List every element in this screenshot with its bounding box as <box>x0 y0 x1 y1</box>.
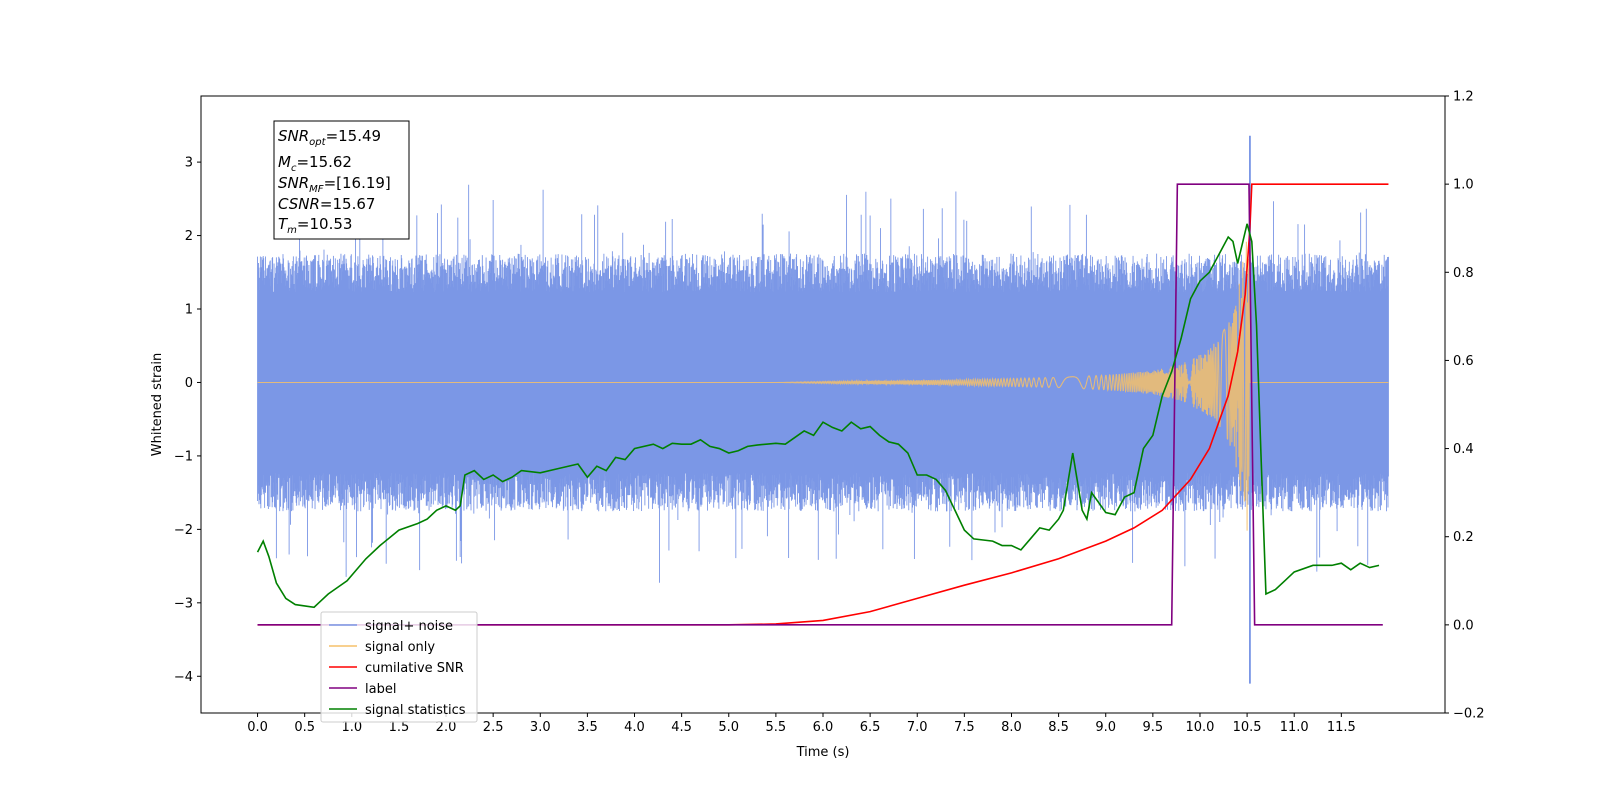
series-cumilative-snr <box>257 183 1389 626</box>
y-axis-label: Whitened strain <box>150 353 165 456</box>
x-tick-label: 1.5 <box>389 720 410 735</box>
svg-text:label: label <box>365 682 396 697</box>
y-tick-label: −1 <box>174 449 193 464</box>
annotation-box: SNRopt=15.49 Mc=15.62 SNRMF=[16.19] CSNR… <box>273 120 410 240</box>
svg-text:cumilative SNR: cumilative SNR <box>365 661 464 676</box>
y2-tick-label: 0.2 <box>1453 530 1474 545</box>
legend-item-signal-noise: signal+ noise <box>329 619 453 634</box>
x-tick-label: 4.0 <box>624 720 645 735</box>
x-tick-label: 5.0 <box>718 720 739 735</box>
x-tick-label: 1.0 <box>341 720 362 735</box>
x-tick-label: 11.0 <box>1280 720 1309 735</box>
svg-text:signal statistics: signal statistics <box>365 703 466 718</box>
y-tick-label: 2 <box>185 229 193 244</box>
series-signal-statistics <box>256 223 1380 609</box>
legend-item-signal-statistics: signal statistics <box>329 703 466 718</box>
series-signal-only <box>257 227 1389 531</box>
y2-tick-label: 1.0 <box>1453 178 1474 193</box>
y-tick-label: −3 <box>174 596 193 611</box>
annotation-tm: Tm=10.53 <box>278 215 352 236</box>
y2-tick-label: 0.8 <box>1453 266 1474 281</box>
x-tick-label: 7.5 <box>954 720 975 735</box>
series-label <box>257 183 1383 626</box>
axes: 0.0 0.5 1.0 1.5 2.0 2.5 3.0 3.5 4.0 4.5 5.0 5.5 6.0 6… <box>150 90 1485 761</box>
x-tick-label: 10.0 <box>1185 720 1214 735</box>
x-tick-label: 4.5 <box>671 720 692 735</box>
plot-area <box>256 135 1389 684</box>
y2-tick-label: 1.2 <box>1453 90 1474 105</box>
legend: signal+ noise signal only cumilative SNR… <box>320 611 478 723</box>
y-tick-label: 3 <box>185 156 193 171</box>
y-tick-label: −4 <box>174 670 193 685</box>
x-tick-label: 6.5 <box>860 720 881 735</box>
y-tick-label: 1 <box>185 303 193 318</box>
x-tick-label: 2.5 <box>483 720 504 735</box>
x-tick-label: 3.0 <box>530 720 551 735</box>
svg-text:signal only: signal only <box>365 640 435 655</box>
x-tick-label: 9.0 <box>1095 720 1116 735</box>
x-tick-label: 3.5 <box>577 720 598 735</box>
series-signal-noise <box>257 135 1389 684</box>
annotation-csnr: CSNR=15.67 <box>278 195 375 213</box>
x-tick-label: 9.5 <box>1143 720 1164 735</box>
y-tick-label: 0 <box>185 376 193 391</box>
annotation-snr-opt: SNRopt=15.49 <box>278 127 381 148</box>
x-tick-label: 2.0 <box>436 720 457 735</box>
x-tick-label: 10.5 <box>1233 720 1262 735</box>
y2-tick-label: 0.6 <box>1453 354 1474 369</box>
annotation-mc: Mc=15.62 <box>278 153 352 174</box>
x-tick-label: 6.0 <box>813 720 834 735</box>
x-tick-label: 0.0 <box>247 720 268 735</box>
legend-item-label: label <box>329 682 396 697</box>
y-tick-label: −2 <box>174 523 193 538</box>
y2-tick-label: 0.4 <box>1453 442 1474 457</box>
y2-tick-label: 0.0 <box>1453 618 1474 633</box>
x-axis-label: Time (s) <box>796 745 850 760</box>
x-tick-label: 8.0 <box>1001 720 1022 735</box>
svg-text:signal+ noise: signal+ noise <box>365 619 453 634</box>
y2-tick-label: −0.2 <box>1453 707 1485 722</box>
legend-item-signal-only: signal only <box>329 640 435 655</box>
x-tick-label: 0.5 <box>294 720 315 735</box>
x-tick-label: 7.0 <box>907 720 928 735</box>
x-tick-label: 11.5 <box>1327 720 1356 735</box>
x-tick-label: 8.5 <box>1048 720 1069 735</box>
x-tick-label: 5.5 <box>766 720 787 735</box>
legend-item-cumulative-snr: cumilative SNR <box>329 661 464 676</box>
annotation-snr-mf: SNRMF=[16.19] <box>278 174 391 195</box>
